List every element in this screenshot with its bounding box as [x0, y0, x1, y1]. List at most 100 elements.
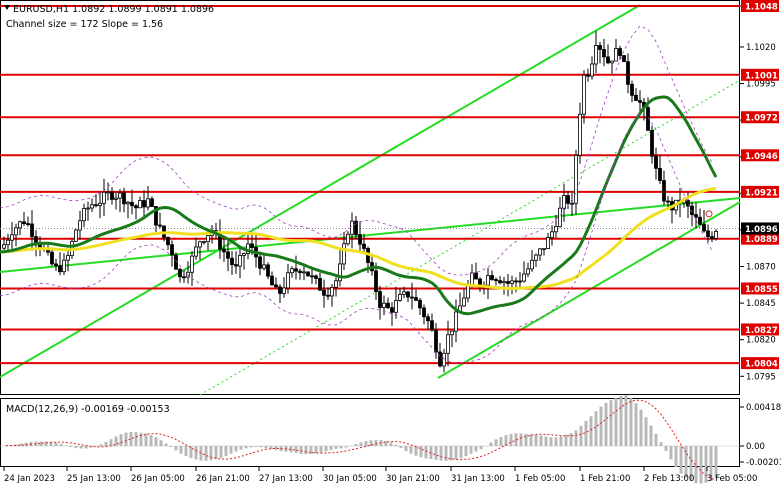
candle-body: [18, 221, 22, 229]
price-level-badge: [741, 185, 779, 198]
macd-histogram-bar: [614, 398, 618, 446]
macd-histogram-bar: [484, 446, 488, 447]
macd-histogram-bar: [554, 437, 558, 446]
macd-histogram-bar: [224, 446, 228, 457]
y-tick-label: 1.0870: [746, 263, 776, 273]
candle-body: [146, 198, 150, 208]
candle-body: [266, 264, 270, 277]
candle-body: [634, 94, 638, 101]
macd-histogram-bar: [499, 436, 503, 446]
y-tick-label: 1.0995: [746, 80, 776, 90]
macd-histogram-bar: [294, 446, 298, 453]
price-level-badge: [741, 149, 779, 162]
candle-body: [422, 307, 426, 318]
macd-histogram-bar: [619, 396, 623, 446]
candle-body: [206, 235, 210, 243]
candle-body: [182, 276, 186, 279]
macd-histogram-bar: [229, 446, 233, 454]
candle-body: [630, 83, 634, 96]
candle-body: [294, 268, 298, 272]
macd-histogram-bar: [584, 420, 588, 446]
candle-body: [530, 259, 534, 270]
macd-histogram-bar: [434, 446, 438, 460]
candle-body: [318, 278, 322, 291]
candle-body: [194, 246, 198, 257]
symbol-line: EURUSD,H1 1.0892 1.0899 1.0891 1.0896: [13, 4, 214, 15]
candle-body: [450, 330, 454, 336]
macd-histogram-bar: [119, 434, 123, 446]
macd-histogram-bar: [549, 437, 553, 446]
macd-histogram-bar: [399, 446, 403, 448]
candle-body: [198, 241, 202, 248]
candle-body: [394, 300, 398, 313]
candle-body: [34, 236, 38, 243]
candle-body: [106, 191, 110, 194]
candle-body: [454, 311, 458, 332]
macd-histogram-bar: [444, 446, 448, 461]
macd-histogram-bar: [679, 446, 683, 474]
candle-body: [2, 244, 6, 249]
price-level-label: 1.1001: [745, 71, 778, 81]
price-level-label: 1.0921: [745, 188, 778, 198]
macd-histogram-bar: [409, 446, 413, 454]
candle-body: [178, 268, 182, 278]
candle-body: [362, 243, 366, 249]
macd-histogram-bar: [194, 446, 198, 460]
macd-histogram-bar: [599, 406, 603, 446]
upper-band-line: [0, 25, 713, 276]
macd-histogram-bar: [644, 417, 648, 446]
candle-body: [234, 264, 238, 267]
macd-histogram-bar: [184, 446, 188, 457]
macd-histogram-bar: [384, 441, 388, 446]
candle-body: [558, 207, 562, 227]
macd-histogram-bar: [204, 446, 208, 461]
price-level-label: 1.0972: [745, 114, 778, 124]
candle-body: [490, 275, 494, 280]
current-price-badge: [741, 222, 779, 235]
macd-histogram-bar: [319, 446, 323, 453]
macd-histogram-bar: [559, 436, 563, 446]
macd-histogram-bar: [674, 446, 678, 468]
candle-body: [510, 280, 514, 284]
macd-histogram-bar: [304, 446, 308, 455]
price-level-badge: [741, 0, 779, 12]
y-tick-label: 1.0795: [746, 372, 776, 382]
last-point-marker: [705, 210, 713, 218]
candle-body: [570, 202, 574, 205]
candle-body: [262, 264, 266, 269]
macd-histogram-bar: [414, 446, 418, 456]
macd-histogram-bar: [34, 441, 38, 446]
candle-body: [434, 329, 438, 353]
y-tick-label: 1.0820: [746, 336, 776, 346]
macd-histogram-bar: [594, 411, 598, 446]
macd-histogram-bar: [654, 433, 658, 446]
macd-signal-line: [5, 399, 717, 481]
dropdown-triangle-icon[interactable]: [4, 5, 10, 10]
x-tick-label: 25 Jan 13:00: [67, 474, 121, 484]
macd-histogram-bar: [519, 433, 523, 446]
macd-histogram-bar: [579, 425, 583, 446]
candle-body: [270, 275, 274, 286]
candle-body: [74, 229, 78, 242]
candle-body: [666, 200, 670, 203]
macd-histogram-bar: [639, 409, 643, 446]
macd-histogram-bar: [709, 446, 713, 481]
candle-body: [658, 167, 662, 181]
macd-histogram-bar: [669, 446, 673, 460]
candle-body: [242, 253, 246, 256]
candle-body: [470, 272, 474, 286]
macd-histogram-bar: [334, 446, 338, 450]
macd-histogram-bar: [649, 425, 653, 446]
candle-body: [690, 205, 694, 215]
candle-body: [118, 192, 122, 199]
macd-histogram-bar: [44, 441, 48, 446]
price-level-badge: [741, 68, 779, 81]
candle-body: [662, 180, 666, 202]
candle-body: [102, 191, 106, 204]
candle-body: [258, 256, 262, 269]
candle-body: [386, 302, 390, 309]
macd-histogram-bar: [429, 446, 433, 460]
price-level-label: 1.1048: [745, 3, 778, 13]
candle-body: [314, 275, 318, 279]
candle-body: [6, 239, 10, 246]
